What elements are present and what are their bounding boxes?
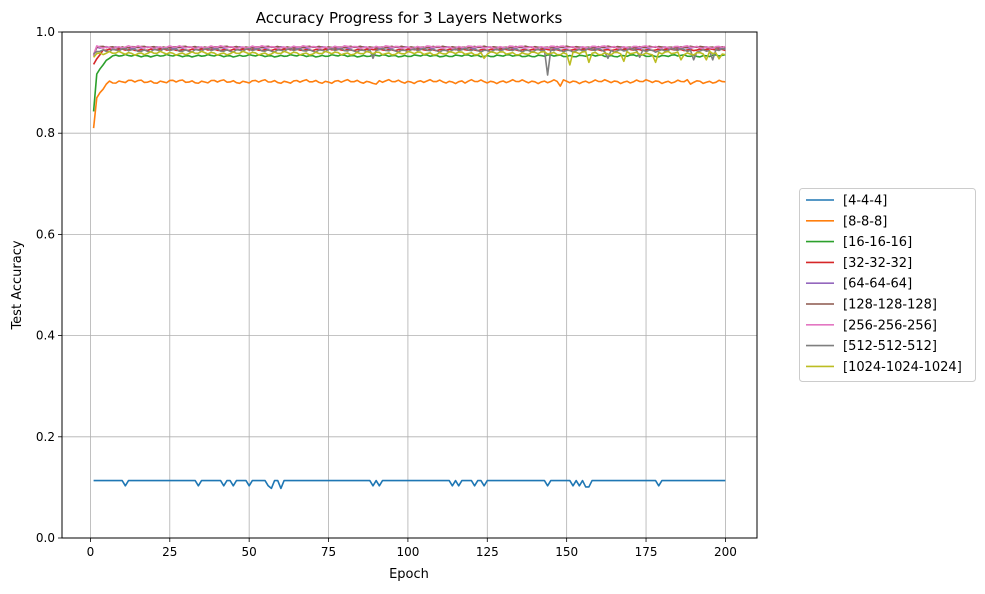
- y-tick-label: 1.0: [36, 25, 55, 39]
- legend-label: [4-4-4]: [843, 194, 887, 209]
- x-tick-label: 0: [87, 545, 95, 559]
- x-tick-label: 125: [476, 545, 499, 559]
- x-tick-label: 25: [162, 545, 177, 559]
- legend-frame: [799, 188, 976, 382]
- axis-ticks: 0 25 50 75 100 125 150 175 200 0.0 0.2 0.4 0.6 0.8 1.0: [36, 25, 737, 559]
- series-line: [92, 53, 726, 112]
- series-lines: [92, 44, 726, 490]
- y-axis-label: Test Accuracy: [10, 240, 25, 330]
- series-line: [92, 44, 726, 56]
- legend-label: [512-512-512]: [843, 339, 937, 354]
- x-tick-label: 200: [714, 545, 737, 559]
- x-tick-label: 175: [635, 545, 658, 559]
- x-tick-label: 150: [555, 545, 578, 559]
- y-tick-label: 0.4: [36, 329, 55, 343]
- y-tick-label: 0.2: [36, 430, 55, 444]
- series-line: [93, 47, 726, 76]
- x-tick-label: 75: [321, 545, 336, 559]
- legend-label: [64-64-64]: [843, 277, 912, 292]
- plot-frame: [61, 31, 758, 539]
- y-tick-label: 0.0: [36, 531, 55, 545]
- x-axis-label: Epoch: [389, 567, 429, 582]
- series-line: [92, 78, 726, 129]
- legend-label: [1024-1024-1024]: [843, 360, 962, 375]
- legend: [4-4-4] [8-8-8] [16-16-16] [32-32-32] [64-64…: [799, 188, 976, 382]
- x-tick-label: 50: [242, 545, 257, 559]
- series-line: [92, 50, 726, 66]
- chart-title: Accuracy Progress for 3 Layers Networks: [256, 9, 563, 27]
- y-tick-label: 0.8: [36, 126, 55, 140]
- legend-label: [8-8-8]: [843, 214, 887, 229]
- legend-label: [32-32-32]: [843, 256, 912, 271]
- x-tick-label: 100: [396, 545, 419, 559]
- legend-label: [128-128-128]: [843, 298, 937, 313]
- legend-label: [256-256-256]: [843, 318, 937, 333]
- series-line: [93, 479, 726, 490]
- legend-label: [16-16-16]: [843, 235, 912, 250]
- y-tick-label: 0.6: [36, 227, 55, 241]
